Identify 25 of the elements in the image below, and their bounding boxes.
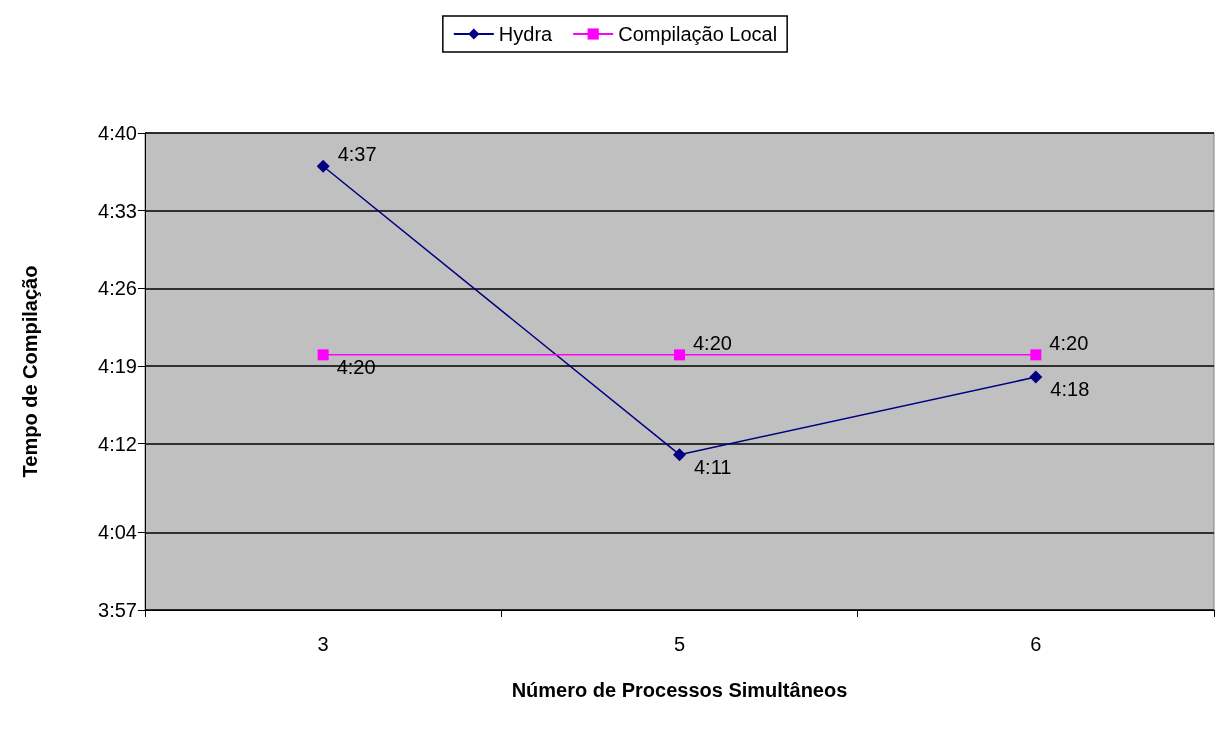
y-tick-label: 3:57: [98, 599, 137, 621]
legend-label: Hydra: [498, 23, 554, 45]
y-tick-label: 4:04: [98, 521, 137, 544]
point: [1030, 349, 1042, 361]
x-tick-label: 5: [673, 633, 686, 655]
data-label: 4:11: [694, 455, 732, 478]
point: [673, 448, 686, 462]
y-tick-label: 4:33: [98, 199, 137, 222]
data-label: 4:18: [1050, 378, 1090, 401]
x-axis-title: Número de Processos Simultâneos: [511, 679, 848, 701]
legend-label: Compilação Local: [618, 23, 778, 45]
data-label: 4:20: [693, 331, 732, 354]
data-label: 4:37: [337, 143, 377, 166]
x-tick-label: 3: [317, 633, 329, 655]
y-tick-label: 4:19: [98, 354, 137, 377]
y-tick-label: 4:26: [98, 277, 137, 300]
y-tick-label: 4:40: [98, 122, 137, 144]
point: [1029, 370, 1043, 384]
x-tick-label: 6: [1030, 633, 1042, 655]
point: [316, 159, 330, 173]
y-tick-label: 4:12: [98, 432, 137, 455]
data-label: 4:20: [1049, 331, 1089, 354]
point: [317, 349, 329, 361]
y-axis-title: Tempo de Compilação: [19, 265, 41, 478]
point: [674, 349, 685, 361]
